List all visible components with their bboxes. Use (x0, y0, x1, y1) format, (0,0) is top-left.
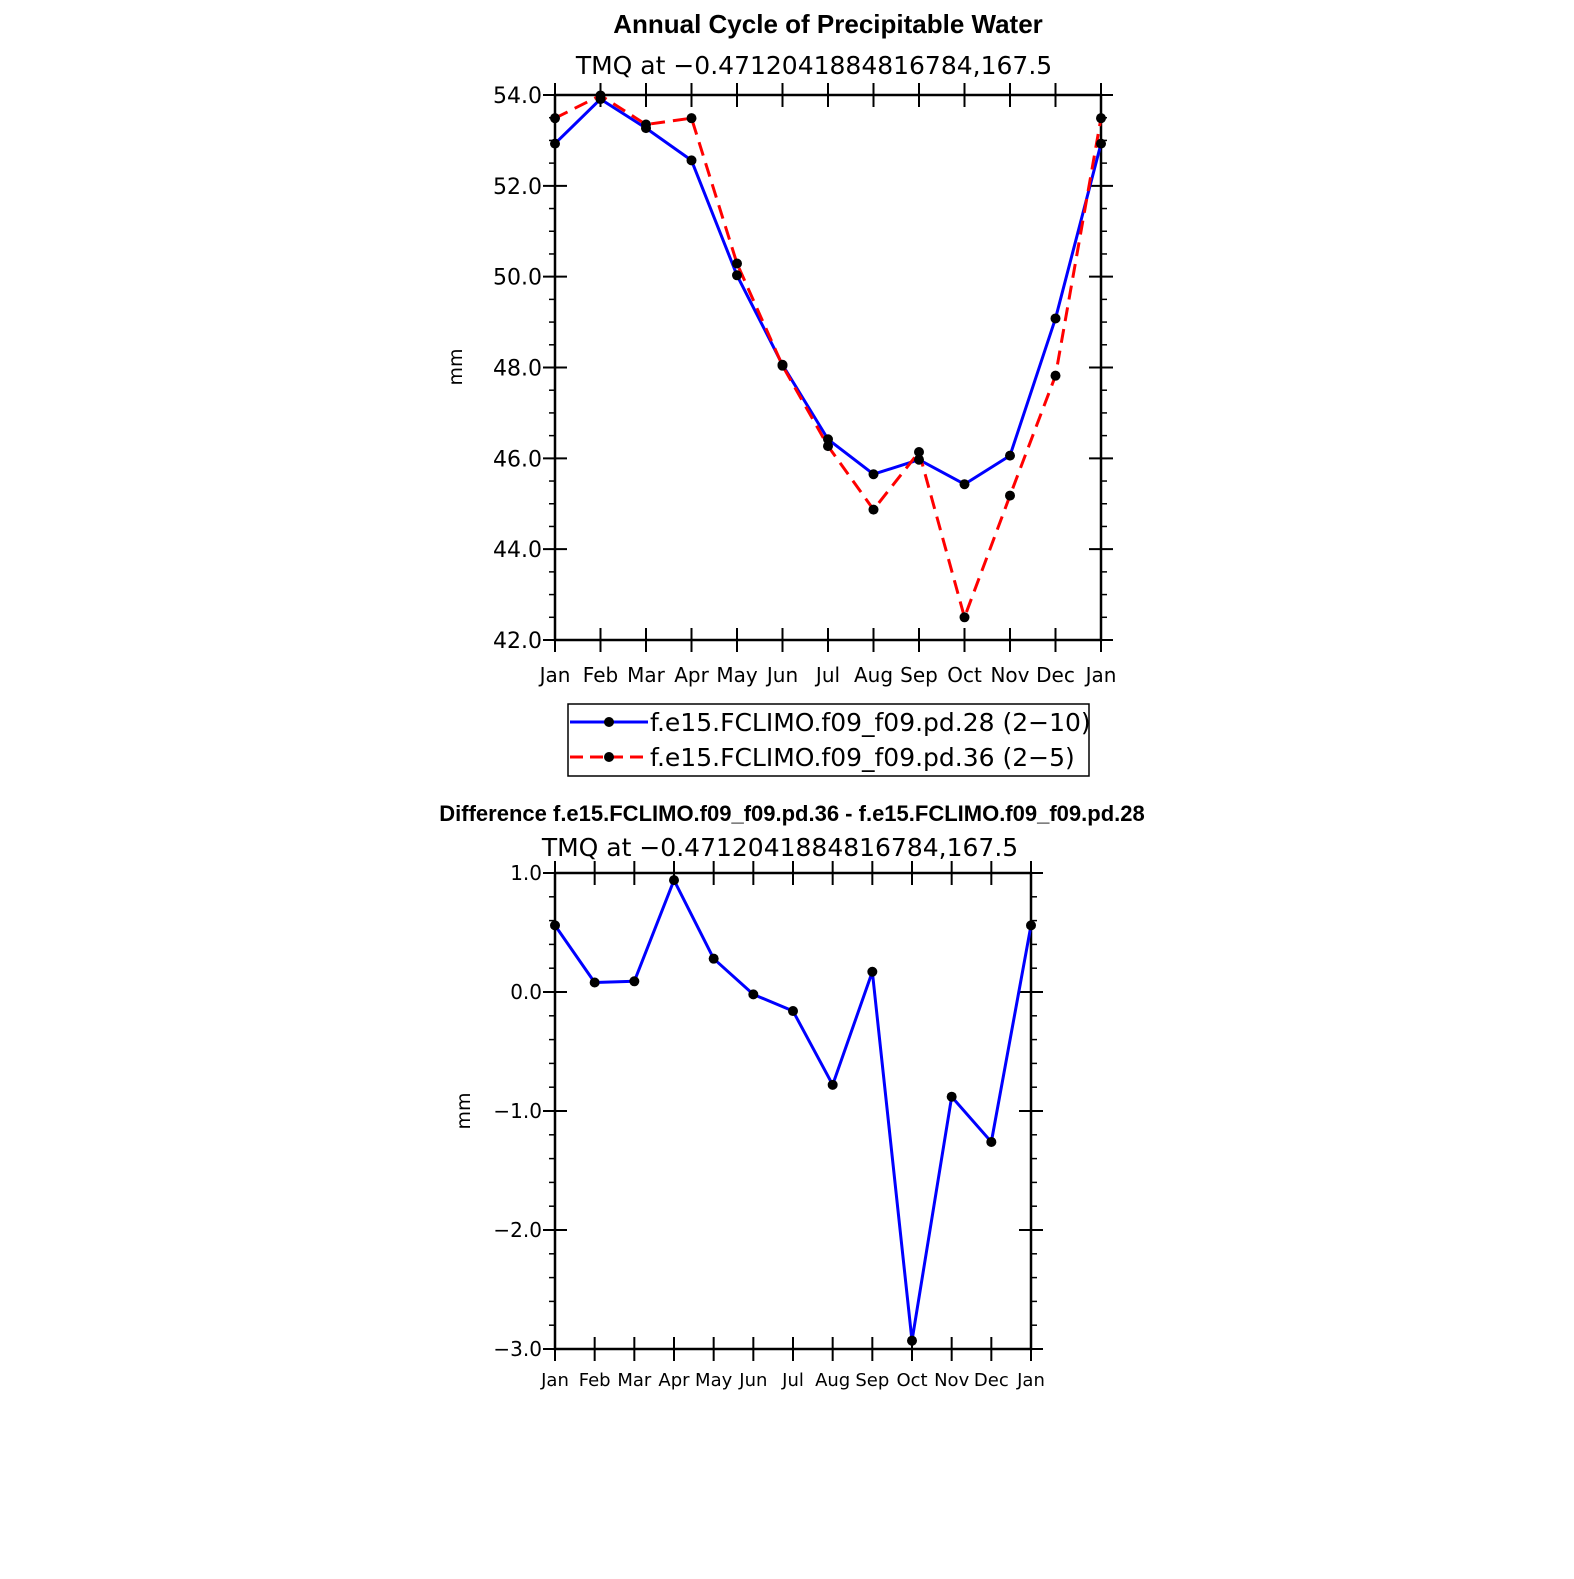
data-point-series-2 (914, 446, 924, 457)
legend-marker-series-2 (604, 752, 614, 762)
data-point-series-1 (867, 966, 878, 977)
data-point-series-2 (823, 441, 833, 452)
data-point-series-2 (1005, 490, 1015, 501)
legend-marker-series-1 (604, 717, 614, 727)
series-line-1 (553, 97, 1103, 486)
data-point-series-1 (732, 270, 742, 281)
x-tick-label: Jan (1084, 663, 1117, 687)
x-tick-label: May (716, 663, 758, 687)
x-tick-label: Oct (896, 1370, 927, 1391)
y-tick-label: −2.0 (493, 1218, 542, 1242)
x-tick-label: Dec (974, 1370, 1009, 1391)
y-tick-label: 52.0 (493, 175, 542, 200)
chart2-plot: Jan Feb Mar Apr May Jun Jul Aug Sep Oct Nov Dec Jan −… (493, 861, 1045, 1391)
series-line-2 (554, 93, 1103, 619)
data-point-series-2 (959, 612, 970, 623)
data-point-series-1 (827, 1079, 838, 1090)
chart1-subtitle: TMQ at −0.4712041884816784,167.5 (575, 51, 1052, 80)
legend-label-series-2: f.e15.FCLIMO.f09_f09.pd.36 (2−5) (650, 743, 1075, 772)
plot-frame (553, 871, 1033, 1351)
x-tick-label: Nov (990, 663, 1029, 687)
data-point-series-1 (1096, 138, 1106, 149)
chart2-subtitle: TMQ at −0.4712041884816784,167.5 (541, 833, 1018, 862)
x-tick-label: May (695, 1370, 733, 1391)
y-tick-label: 50.0 (493, 266, 542, 291)
x-tick-label: Dec (1036, 663, 1075, 687)
y-tick-label: 54.0 (493, 84, 542, 109)
x-tick-label: Oct (947, 663, 982, 687)
x-tick-label: Mar (617, 1370, 652, 1391)
data-point-series-2 (777, 360, 788, 371)
x-tick-label: Apr (658, 1370, 690, 1391)
x-tick-label: Aug (815, 1370, 850, 1391)
x-tick-label: Jun (738, 1370, 767, 1391)
data-point-series-2 (1050, 370, 1061, 381)
data-point-series-2 (595, 90, 606, 101)
data-point-series-1 (550, 920, 560, 931)
y-tick-label: 0.0 (510, 980, 542, 1004)
data-point-series-2 (732, 258, 742, 269)
x-tick-label: Jan (540, 1370, 569, 1391)
data-point-series-1 (868, 469, 879, 480)
data-point-series-1 (669, 875, 679, 886)
data-point-series-1 (589, 977, 600, 988)
data-point-series-1 (788, 1006, 798, 1017)
x-tick-label: Jul (814, 663, 840, 687)
data-point-series-2 (686, 113, 697, 124)
x-tick-label: Jul (781, 1370, 804, 1391)
data-point-series-1 (1050, 313, 1061, 324)
chart1-plot: Jan Feb Mar Apr May Jun Jul Aug Sep Oct Nov Dec Jan 4… (493, 83, 1116, 687)
x-tick-label: Sep (900, 663, 938, 687)
chart1-title: Annual Cycle of Precipitable Water (613, 9, 1043, 39)
chart2-title: Difference f.e15.FCLIMO.f09_f09.pd.36 - … (439, 801, 1144, 826)
y-tick-label: 48.0 (493, 356, 542, 381)
y-tick-label: 42.0 (493, 629, 542, 654)
y-tick-label: 44.0 (493, 538, 542, 563)
x-tick-label: Mar (627, 663, 666, 687)
x-tick-label: Jan (538, 663, 571, 687)
y-tick-label: 46.0 (493, 447, 542, 472)
data-point-series-2 (550, 113, 560, 124)
x-tick-label: Feb (583, 663, 618, 687)
chart2-ylabel: mm (453, 1092, 475, 1129)
legend-label-series-1: f.e15.FCLIMO.f09_f09.pd.28 (2−10) (650, 708, 1091, 737)
data-point-series-2 (1096, 113, 1106, 124)
data-point-series-1 (629, 976, 640, 987)
data-point-series-1 (748, 989, 759, 1000)
chart1-legend: f.e15.FCLIMO.f09_f09.pd.28 (2−10) f.e15.… (567, 703, 1091, 777)
data-point-series-1 (907, 1335, 917, 1346)
x-tick-label: Jan (1016, 1370, 1045, 1391)
x-tick-label: Aug (854, 663, 893, 687)
x-tick-label: Feb (579, 1370, 611, 1391)
data-point-series-1 (946, 1091, 957, 1102)
data-point-series-1 (959, 479, 970, 490)
data-point-series-1 (708, 953, 719, 964)
data-point-series-2 (641, 119, 651, 130)
data-point-series-1 (1005, 450, 1015, 461)
x-tick-label: Apr (674, 663, 709, 687)
data-point-series-1 (550, 138, 560, 149)
data-point-series-1 (1026, 920, 1036, 931)
y-tick-label: −1.0 (493, 1099, 542, 1123)
data-point-series-2 (868, 504, 879, 515)
data-point-series-1 (686, 155, 697, 166)
y-tick-label: 1.0 (510, 861, 542, 885)
data-point-series-1 (914, 454, 924, 465)
chart1-ylabel: mm (445, 348, 467, 385)
y-tick-label: −3.0 (493, 1337, 542, 1361)
data-point-series-1 (986, 1136, 997, 1147)
x-tick-label: Sep (855, 1370, 889, 1391)
x-tick-label: Nov (934, 1370, 969, 1391)
plot-frame (553, 93, 1103, 642)
x-tick-label: Jun (765, 663, 798, 687)
series-line-1 (553, 878, 1033, 1343)
legend-box (567, 703, 1090, 777)
